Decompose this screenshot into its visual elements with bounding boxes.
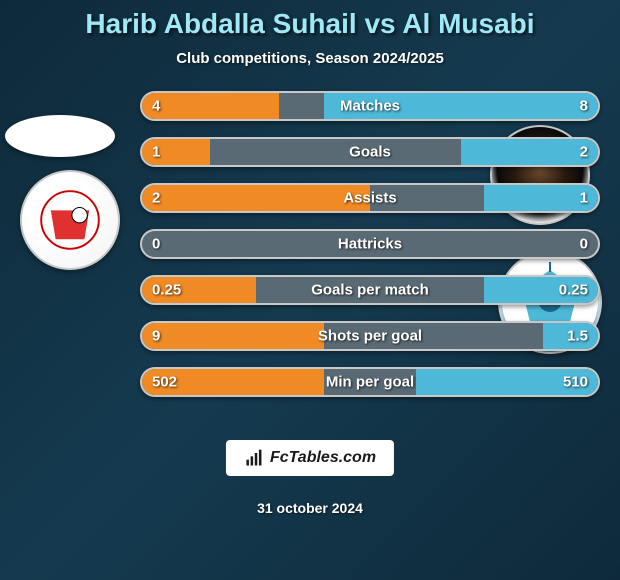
stat-label: Shots per goal (318, 328, 422, 345)
stat-label: Goals (349, 144, 391, 161)
bar-right-fill (461, 139, 598, 165)
stat-label: Assists (343, 190, 396, 207)
stat-value-left: 0 (152, 236, 160, 253)
stat-row: Goals 1 2 (140, 137, 600, 167)
stat-label: Matches (340, 98, 400, 115)
bar-left-fill (142, 93, 279, 119)
brand-badge: FcTables.com (226, 440, 394, 476)
stat-value-right: 0.25 (559, 282, 588, 299)
stat-value-left: 0.25 (152, 282, 181, 299)
stat-row: Goals per match 0.25 0.25 (140, 275, 600, 305)
stat-value-left: 2 (152, 190, 160, 207)
stat-value-right: 1 (580, 190, 588, 207)
stat-value-left: 1 (152, 144, 160, 161)
stat-row: Matches 4 8 (140, 91, 600, 121)
stat-value-left: 502 (152, 374, 177, 391)
stat-label: Hattricks (338, 236, 402, 253)
page-subtitle: Club competitions, Season 2024/2025 (0, 50, 620, 67)
stat-value-right: 8 (580, 98, 588, 115)
stat-row: Min per goal 502 510 (140, 367, 600, 397)
stat-value-left: 4 (152, 98, 160, 115)
bar-left-fill (142, 185, 370, 211)
stat-row: Hattricks 0 0 (140, 229, 600, 259)
stat-label: Min per goal (326, 374, 414, 391)
stat-value-right: 510 (563, 374, 588, 391)
bar-left-fill (142, 323, 324, 349)
stats-bars: Matches 4 8 Goals 1 2 Assists 2 1 Hattricks 0 0 Goal… (0, 91, 620, 397)
stat-row: Assists 2 1 (140, 183, 600, 213)
chart-icon (244, 448, 264, 468)
stat-value-right: 1.5 (567, 328, 588, 345)
stat-row: Shots per goal 9 1.5 (140, 321, 600, 351)
stat-label: Goals per match (311, 282, 429, 299)
stat-value-right: 0 (580, 236, 588, 253)
page-title: Harib Abdalla Suhail vs Al Musabi (0, 8, 620, 40)
comparison-infographic: Harib Abdalla Suhail vs Al Musabi Club c… (0, 0, 620, 580)
stat-value-left: 9 (152, 328, 160, 345)
footer-date: 31 october 2024 (257, 500, 363, 516)
stat-value-right: 2 (580, 144, 588, 161)
brand-text: FcTables.com (270, 449, 376, 467)
